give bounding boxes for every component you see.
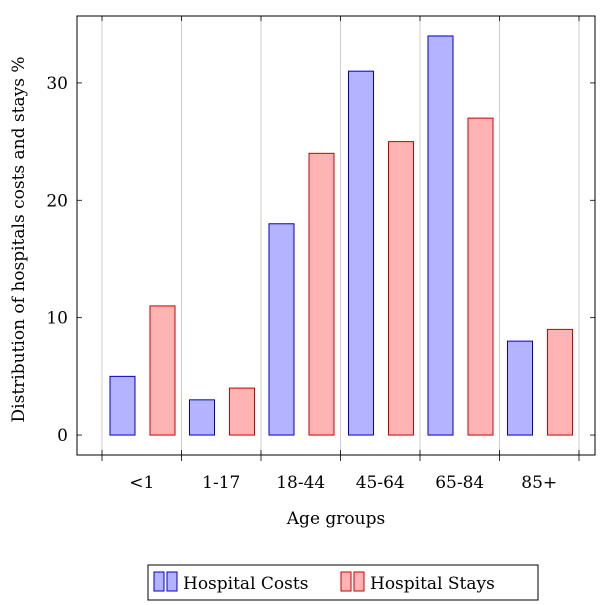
bar-hospital-stays xyxy=(547,328,573,436)
x-tick-label: 45-64 xyxy=(356,473,405,493)
legend-swatch xyxy=(353,571,365,592)
x-tick-label: 1-17 xyxy=(202,473,240,493)
bar-hospital-costs xyxy=(189,399,215,436)
bar-marks xyxy=(109,35,573,436)
axes-frame xyxy=(76,15,596,456)
legend: Hospital Costs Hospital Stays xyxy=(147,564,539,601)
x-tick-label: 65-84 xyxy=(435,473,484,493)
bar-hospital-stays xyxy=(467,117,494,436)
y-tick-labels: 0 10 20 30 xyxy=(46,74,68,446)
bar-hospital-costs xyxy=(268,223,295,436)
x-tick-label: 85+ xyxy=(521,473,557,493)
vertical-grid xyxy=(101,16,580,455)
legend-swatch xyxy=(166,571,178,592)
bar-hospital-costs xyxy=(348,70,374,436)
axis-ticks xyxy=(77,16,595,461)
legend-swatch xyxy=(153,571,165,592)
bar-hospital-costs xyxy=(109,375,136,436)
y-axis-label: Distribution of hospitals costs and stay… xyxy=(9,57,29,423)
legend-label: Hospital Stays xyxy=(370,574,495,594)
bar-hospital-stays xyxy=(229,387,255,436)
bar-hospital-costs xyxy=(427,35,454,436)
x-tick-labels: <1 1-17 18-44 45-64 65-84 85+ xyxy=(129,473,557,493)
legend-swatch xyxy=(340,571,352,592)
bar-hospital-stays xyxy=(149,305,176,436)
x-axis-label: Age groups xyxy=(286,509,385,529)
bar-hospital-stays xyxy=(308,152,335,436)
x-tick-label: <1 xyxy=(129,473,154,493)
legend-label: Hospital Costs xyxy=(183,574,308,594)
y-tick-label: 20 xyxy=(46,191,68,211)
bar-hospital-stays xyxy=(388,141,414,436)
y-tick-label: 0 xyxy=(57,426,68,446)
bar-hospital-costs xyxy=(507,340,533,436)
x-tick-label: 18-44 xyxy=(276,473,325,493)
y-tick-label: 30 xyxy=(46,74,68,94)
y-tick-label: 10 xyxy=(46,309,68,329)
